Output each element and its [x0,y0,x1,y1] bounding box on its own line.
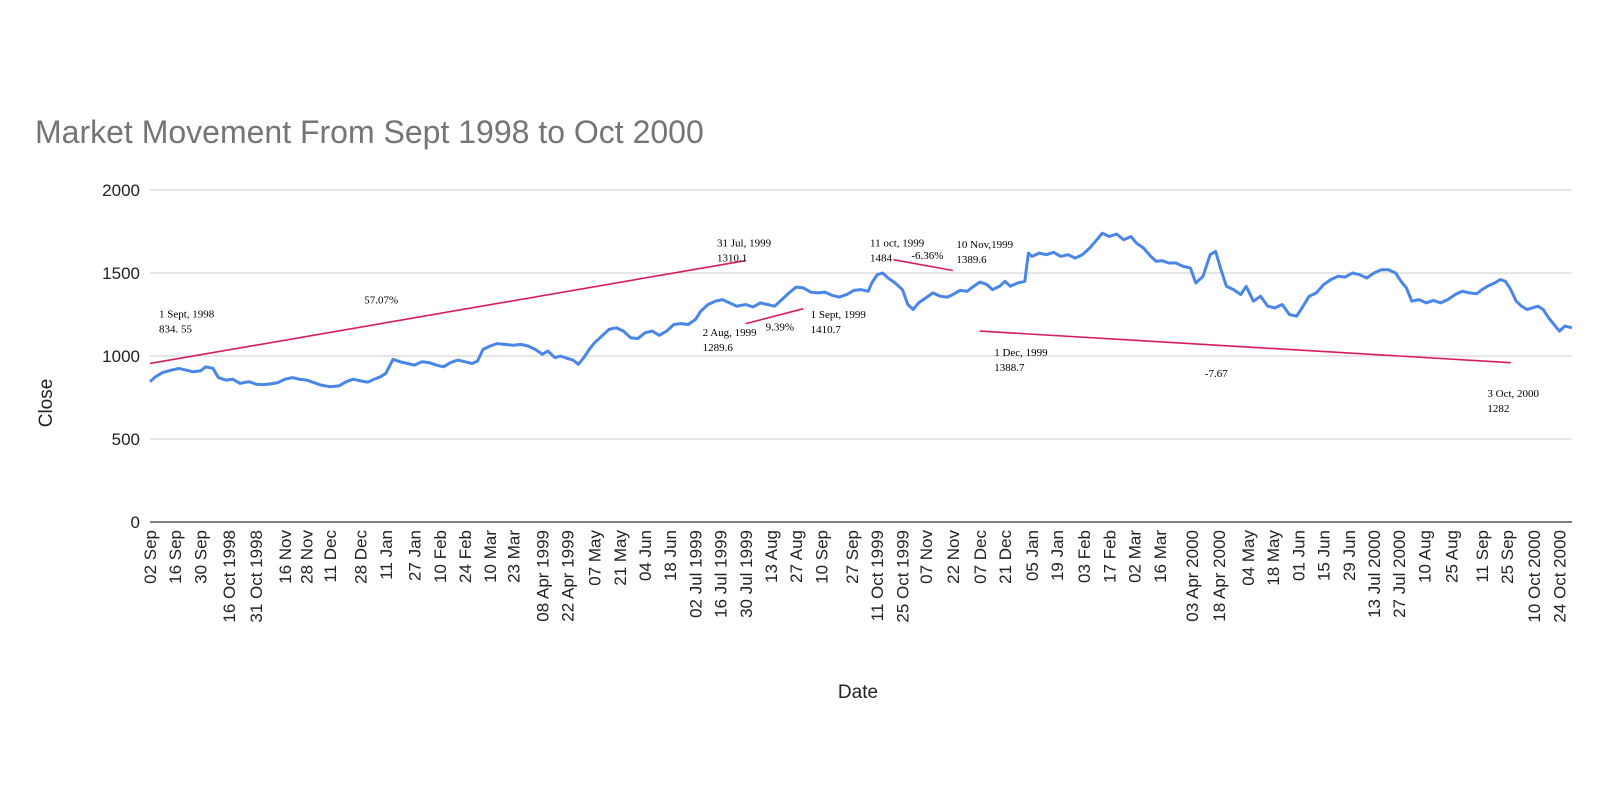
x-tick-label: 25 Sep [1498,530,1517,584]
x-tick-label: 02 Mar [1126,530,1145,583]
x-tick-label: 27 Aug [787,530,806,583]
x-tick-label: 16 Nov [276,530,295,584]
x-tick-label: 03 Apr 2000 [1183,530,1202,622]
x-tick-label: 18 May [1264,530,1283,586]
x-tick-label: 07 Dec [971,530,990,584]
trend-oct-nov-1999 [893,258,953,272]
annotation-label: 1410.7 [811,324,842,336]
x-tick-label: 25 Aug [1442,530,1461,583]
y-tick-label: 2000 [102,181,140,200]
annotation-label: 1289.6 [703,342,734,354]
gridlines [150,189,1572,523]
x-tick-label: 30 Sep [191,530,210,584]
x-tick-label: 30 Jul 1999 [737,530,756,618]
x-tick-label: 04 May [1239,530,1258,586]
trend-lines [149,258,1511,365]
x-tick-label: 18 Apr 2000 [1210,530,1229,622]
x-tick-label: 18 Jun [661,530,680,581]
y-tick-label: 0 [131,513,140,532]
series-line-close [148,231,1573,389]
annotation-label: 10 Nov,1999 [956,239,1013,251]
x-tick-label: 05 Jan [1023,530,1042,581]
trend-1998-1999 [149,259,746,365]
x-tick-label: 11 Dec [321,530,340,583]
x-tick-label: 13 Aug [762,530,781,583]
x-tick-label: 16 Mar [1151,530,1170,583]
annotation-label: -6.36% [911,250,943,262]
x-tick-label: 17 Feb [1100,530,1119,583]
annotation-label: 31 Jul, 1999 [717,237,772,249]
annotation-label: 834. 55 [159,323,193,335]
annotation-labels: 1 Sept, 1998 834. 55 57.07% 31 Jul, 1999 131… [159,237,1540,415]
x-tick-label: 27 Jan [406,530,425,581]
annotation-label: 1 Dec, 1999 [994,347,1048,359]
annotation-label: 1310.1 [717,252,747,264]
x-tick-label: 21 May [611,530,630,586]
x-tick-label: 02 Sep [141,530,160,584]
trend-aug-1999 [745,307,804,325]
x-tick-label: 11 Oct 1999 [868,530,887,621]
x-tick-label: 24 Oct 2000 [1550,530,1569,623]
annotation-label: 57.07% [364,295,398,307]
annotation-label: 3 Oct, 2000 [1487,388,1539,400]
annotation-label: 1388.7 [994,362,1025,374]
y-tick-label: 1000 [102,347,140,366]
x-tick-label: 04 Jun [636,530,655,581]
y-axis-title: Close [36,379,57,428]
x-tick-label: 11 Jan [377,530,396,580]
x-tick-label: 11 Sep [1473,530,1492,583]
x-tick-label: 03 Feb [1075,530,1094,583]
x-tick-label: 22 Nov [944,530,963,584]
x-tick-label: 01 Jun [1289,530,1308,581]
x-tick-labels: 02 Sep 16 Sep 30 Sep 16 Oct 1998 31 Oct 1998… [141,530,1569,623]
x-tick-label: 10 Aug [1415,530,1434,583]
chart-title: Market Movement From Sept 1998 to Oct 20… [35,114,704,150]
series-layer [148,231,1573,389]
x-tick-label: 15 Jun [1315,530,1334,581]
annotation-label: 1484 [870,252,893,264]
x-axis-title: Date [838,682,878,703]
annotation-label: 1282 [1487,403,1509,415]
y-tick-label: 1500 [102,264,140,283]
annotation-label: 1389.6 [956,254,987,266]
x-tick-label: 29 Jun [1340,530,1359,581]
annotation-label: 11 oct, 1999 [870,237,925,249]
x-tick-label: 21 Dec [996,530,1015,584]
x-tick-label: 02 Jul 1999 [686,530,705,618]
x-tick-label: 13 Jul 2000 [1365,530,1384,618]
x-tick-label: 10 Oct 2000 [1525,530,1544,623]
x-tick-label: 27 Sep [843,530,862,584]
x-tick-label: 23 Mar [505,530,524,583]
x-tick-label: 28 Nov [298,530,317,584]
x-tick-label: 28 Dec [352,530,371,584]
y-tick-label: 500 [112,430,140,449]
x-tick-label: 16 Oct 1998 [220,530,239,623]
x-tick-label: 10 Sep [812,530,831,584]
annotation-label: -7.67 [1205,368,1228,380]
x-tick-label: 24 Feb [456,530,475,583]
x-tick-label: 10 Mar [481,530,500,583]
x-tick-label: 25 Oct 1999 [893,530,912,623]
y-tick-labels: 0 500 1000 1500 2000 [102,181,140,532]
x-tick-label: 16 Sep [166,530,185,584]
x-tick-label: 10 Feb [431,530,450,583]
x-tick-label: 07 May [586,530,605,586]
annotation-label: 2 Aug, 1999 [703,327,758,339]
annotation-label: 9.39% [766,321,794,333]
x-tick-label: 31 Oct 1998 [247,530,266,623]
x-tick-label: 19 Jan [1048,530,1067,581]
x-tick-label: 16 Jul 1999 [712,530,731,618]
annotation-label: 1 Sept, 1998 [159,308,215,320]
x-tick-label: 07 Nov [917,530,936,584]
x-tick-label: 08 Apr 1999 [533,530,552,622]
x-tick-label: 27 Jul 2000 [1390,530,1409,618]
trend-1999-2000 [979,330,1511,364]
annotation-label: 1 Sept, 1999 [811,309,867,321]
x-tick-label: 22 Apr 1999 [559,530,578,622]
